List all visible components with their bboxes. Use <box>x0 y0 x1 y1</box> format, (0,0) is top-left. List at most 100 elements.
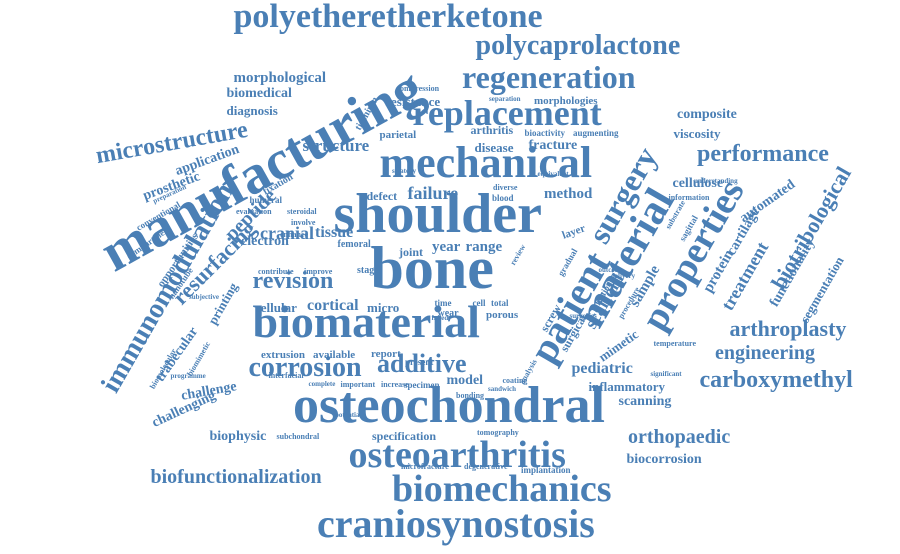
word-present: present <box>405 356 434 367</box>
word-biomechanics: biomechanics <box>392 468 612 510</box>
word-augmenting: augmenting <box>573 127 619 138</box>
word-failed: failed <box>431 313 449 322</box>
word-range: range <box>465 238 503 255</box>
word-biophysic: biophysic <box>209 429 267 444</box>
word-model: model <box>446 373 484 388</box>
word-subjective: subjective <box>189 292 219 301</box>
word-understanding: understanding <box>694 176 738 185</box>
word-morphologies: morphologies <box>534 94 598 107</box>
word-implantation: implantation <box>521 464 571 475</box>
word-increase: increase <box>381 380 409 389</box>
word-information: information <box>668 193 710 202</box>
word-cell: cell <box>472 297 486 308</box>
word-engineering: engineering <box>715 342 815 364</box>
word-bone: bone <box>370 235 494 301</box>
word-surgeries: surgeries <box>569 311 597 320</box>
word-specimen: specimen <box>404 379 440 390</box>
word-programme: programme <box>170 371 206 380</box>
word-scanning: scanning <box>618 394 672 409</box>
word-disease: disease <box>474 139 514 155</box>
word-evaluation: evaluation <box>236 207 272 216</box>
word-inflammatory: inflammatory <box>588 378 666 394</box>
word-fracture: fracture <box>528 138 578 153</box>
word-humeral: humeral <box>249 194 283 205</box>
word-interfacial: interfacial <box>268 371 304 380</box>
word-craniosynostosis: craniosynostosis <box>317 501 595 546</box>
word-mechanical: mechanical <box>379 138 593 187</box>
word-tomography: tomography <box>477 428 519 437</box>
word-biomaterial: biomaterial <box>252 296 480 347</box>
word-biomedical: biomedical <box>226 86 292 101</box>
word-available: available <box>313 348 356 361</box>
word-diverse: diverse <box>493 183 518 192</box>
word-microfracture: microfracture <box>401 462 449 471</box>
word-failure: failure <box>407 183 459 203</box>
word-coating: coating <box>502 376 528 385</box>
word-parietal: parietal <box>379 128 417 141</box>
word-femoral: femoral <box>337 239 371 250</box>
word-osteochondral: osteochondral <box>293 377 605 434</box>
word-corrosion: corrosion <box>248 352 362 383</box>
word-osteoarthritis: osteoarthritis <box>348 434 566 476</box>
word-pediatric: pediatric <box>571 360 633 377</box>
word-improve: improve <box>304 267 333 276</box>
word-shoulder: shoulder <box>333 183 543 245</box>
word-revision: revision <box>252 268 334 294</box>
word-method: method <box>544 185 593 202</box>
word-defect: defect <box>366 189 398 203</box>
word-specification: specification <box>372 429 436 443</box>
word-year: year <box>432 238 461 255</box>
word-composite: composite <box>677 107 737 122</box>
word-resistance: resistance <box>385 93 441 109</box>
word-porous: porous <box>486 308 519 321</box>
word-potential: potential <box>335 410 362 419</box>
word-blood: blood <box>492 192 514 203</box>
word-viscosity: viscosity <box>673 125 721 141</box>
word-steroidal: steroidal <box>287 207 317 216</box>
word-polycaprolactone: polycaprolactone <box>475 30 681 61</box>
word-performance: performance <box>697 141 829 167</box>
word-arthritis: arthritis <box>470 123 514 137</box>
word-extrusion: extrusion <box>261 348 305 361</box>
word-sandwich: sandwich <box>488 384 517 393</box>
word-strategy: strategy <box>392 166 417 175</box>
word-equivalent: equivalent <box>537 169 569 178</box>
word-delivery: delivery <box>611 271 636 280</box>
word-total: total <box>491 297 509 308</box>
word-temperature: temperature <box>653 339 697 348</box>
word-report: report <box>371 347 401 360</box>
word-outcome: outcome <box>598 265 624 274</box>
word-stage: stage <box>357 265 379 276</box>
word-biocorrosion: biocorrosion <box>626 452 702 467</box>
word-cellular: cellular <box>255 299 297 315</box>
word-micro: micro <box>367 299 400 315</box>
word-wear: wear <box>437 308 459 319</box>
word-morphological: morphological <box>233 69 327 86</box>
word-tissue: tissue <box>315 224 354 241</box>
word-biofunctionalization: biofunctionalization <box>150 466 322 488</box>
word-carboxymethyl: carboxymethyl <box>699 367 853 393</box>
word-compression: compression <box>396 84 440 93</box>
word-polyetheretherketone: polyetheretherketone <box>233 0 543 35</box>
word-additive: additive <box>377 349 467 378</box>
word-replacement: replacement <box>412 93 602 133</box>
word-bonding: bonding <box>456 391 485 400</box>
word-orthopaedic: orthopaedic <box>628 426 731 448</box>
word-important: important <box>340 380 376 389</box>
word-complete: complete <box>308 379 336 388</box>
word-subchondral: subchondral <box>276 432 320 441</box>
word-layer: layer <box>560 221 587 242</box>
word-arthroplasty: arthroplasty <box>729 316 847 341</box>
word-contribute: contribute <box>258 267 294 276</box>
word-electron: electron <box>241 234 289 249</box>
word-significant: significant <box>650 369 682 378</box>
word-degenerative: degenerative <box>464 462 508 471</box>
word-involve: involve <box>291 218 316 227</box>
word-joint: joint <box>399 245 423 259</box>
word-bioactivity: bioactivity <box>524 127 566 138</box>
word-review: review <box>507 242 527 267</box>
word-diagnosis: diagnosis <box>226 102 278 118</box>
word-printing: printing <box>204 279 241 327</box>
word-cellulose: cellulose <box>672 176 724 191</box>
